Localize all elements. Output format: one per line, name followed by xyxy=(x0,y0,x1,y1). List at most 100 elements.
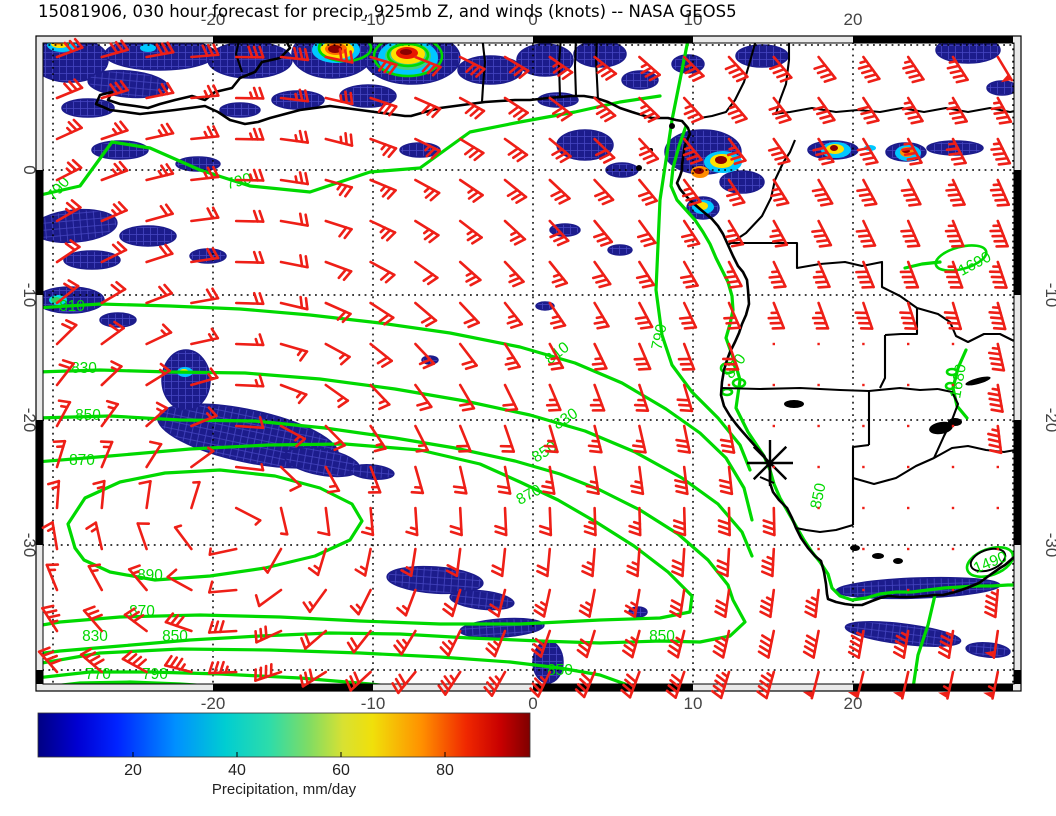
wind-barb xyxy=(414,424,429,453)
calm-dot xyxy=(727,383,731,387)
wind-barb xyxy=(190,367,219,387)
calm-dot xyxy=(907,424,910,428)
calm-dot xyxy=(862,547,865,551)
wind-barb xyxy=(100,241,128,264)
wind-barb xyxy=(631,424,647,454)
axis-label: -20 xyxy=(1042,408,1056,433)
wind-barb xyxy=(622,629,641,659)
contour-label: 850 xyxy=(649,628,675,645)
wind-barb xyxy=(391,670,417,695)
wind-barb xyxy=(123,607,148,633)
contour-label: 850 xyxy=(75,407,101,424)
wind-barb xyxy=(634,301,654,330)
wind-barb xyxy=(718,465,734,496)
wind-barb xyxy=(55,279,80,305)
wind-barb xyxy=(667,629,686,659)
axis-label: -10 xyxy=(361,10,386,29)
axis-label: -30 xyxy=(20,533,39,558)
wind-barb xyxy=(593,178,615,206)
wind-barb xyxy=(722,342,740,371)
contour-line xyxy=(37,368,754,558)
wind-barb xyxy=(503,342,521,371)
wind-barb xyxy=(675,424,691,454)
wind-barb xyxy=(99,440,114,469)
wind-barb xyxy=(857,96,880,125)
wind-barb xyxy=(548,137,572,164)
wind-barb xyxy=(442,588,462,618)
country-border xyxy=(720,386,939,393)
frame-band-black xyxy=(853,36,1013,43)
wind-barb xyxy=(100,39,130,59)
calm-dot xyxy=(817,506,820,510)
wind-barb xyxy=(190,446,215,469)
wind-barb xyxy=(674,465,689,496)
precip-blob xyxy=(607,244,633,256)
axis-label: 20 xyxy=(844,10,863,29)
wind-barb xyxy=(811,178,834,207)
wind-barb xyxy=(138,479,152,510)
wind-barb xyxy=(345,670,372,692)
calm-dot xyxy=(772,342,775,346)
wind-barb xyxy=(164,612,193,633)
contour-label: 770 xyxy=(85,666,111,683)
wind-barb xyxy=(190,247,220,264)
frame-band-black xyxy=(853,684,1013,691)
wind-barb xyxy=(671,547,686,578)
wind-barb xyxy=(943,301,963,331)
wind-barb xyxy=(207,660,238,675)
wind-barb xyxy=(990,96,1013,125)
wind-barb xyxy=(279,383,308,405)
wind-barb xyxy=(547,342,565,371)
wind-barb xyxy=(369,260,396,284)
wind-barb xyxy=(166,568,193,592)
wind-barb xyxy=(499,424,516,453)
wind-barb xyxy=(681,178,702,207)
calm-dot xyxy=(951,383,955,387)
wind-barb xyxy=(410,465,425,495)
wind-barb xyxy=(679,260,699,289)
lake xyxy=(948,418,962,426)
wind-barb xyxy=(638,96,661,123)
wind-barb xyxy=(583,506,597,537)
wind-barb xyxy=(449,506,463,537)
wind-barb xyxy=(458,342,478,371)
country-border xyxy=(480,37,487,103)
frame-band-black xyxy=(36,170,43,295)
wind-barb xyxy=(665,670,686,699)
frame-band-black xyxy=(1014,170,1021,295)
precip-blob xyxy=(99,312,137,328)
colorbar: 20 40 60 80 Precipitation, mm/day xyxy=(37,712,531,798)
wind-barb xyxy=(207,620,238,634)
precip-blob xyxy=(161,349,211,411)
wind-barb xyxy=(79,647,105,674)
wind-barb xyxy=(987,424,1003,455)
wind-barb xyxy=(100,120,129,141)
wind-barb xyxy=(145,82,175,100)
wind-barb xyxy=(483,670,507,697)
wind-barb xyxy=(369,96,398,117)
wind-barb xyxy=(262,547,283,574)
wind-barb xyxy=(988,301,1007,331)
wind-barb xyxy=(548,96,573,122)
frame-band xyxy=(36,684,1021,691)
wind-barb xyxy=(85,521,104,551)
wind-barb xyxy=(503,301,524,329)
wind-barb xyxy=(944,260,964,289)
colorbar-gradient xyxy=(37,712,531,758)
calm-dot xyxy=(772,383,775,387)
wind-barb xyxy=(620,670,641,699)
wind-barb xyxy=(682,137,703,165)
wind-barb xyxy=(369,424,387,453)
frame-band-black xyxy=(533,684,693,691)
wind-barb xyxy=(768,55,793,83)
wind-barb xyxy=(630,465,645,496)
wind-barb xyxy=(136,522,151,551)
precip-core xyxy=(715,156,727,164)
wind-barb xyxy=(714,588,731,619)
wind-barb xyxy=(190,43,220,59)
wind-barb xyxy=(899,260,920,289)
wind-barb xyxy=(279,212,309,227)
wind-barb xyxy=(593,55,618,81)
wind-barb xyxy=(369,342,393,368)
wind-barb xyxy=(574,670,596,699)
